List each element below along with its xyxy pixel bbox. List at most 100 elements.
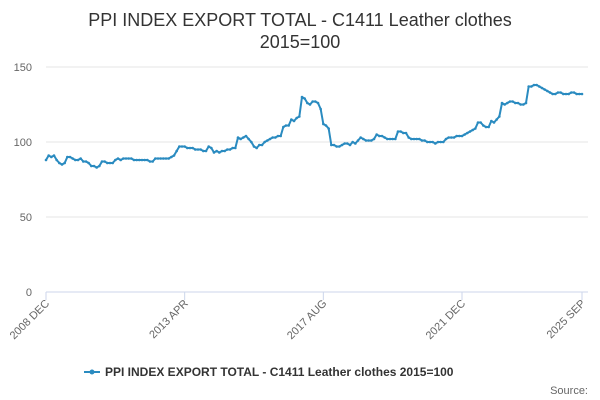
point bbox=[119, 158, 122, 162]
chart-subtitle: 2015=100 bbox=[260, 32, 341, 52]
point bbox=[44, 158, 48, 162]
point bbox=[495, 118, 498, 121]
point bbox=[554, 92, 557, 96]
point bbox=[303, 97, 306, 100]
point bbox=[575, 92, 578, 96]
y-tick-label: 50 bbox=[20, 212, 32, 224]
x-tick-label: 2025 SEP bbox=[545, 298, 589, 342]
point bbox=[351, 140, 354, 144]
point bbox=[218, 151, 221, 154]
point bbox=[167, 157, 170, 160]
point bbox=[263, 140, 266, 144]
point bbox=[140, 158, 144, 162]
source: Source: bbox=[550, 385, 588, 397]
point bbox=[231, 146, 234, 150]
point bbox=[271, 136, 274, 139]
point bbox=[282, 125, 285, 129]
point bbox=[580, 92, 584, 96]
point bbox=[172, 154, 176, 157]
point bbox=[252, 145, 256, 148]
point bbox=[116, 157, 120, 160]
point bbox=[194, 148, 197, 151]
point bbox=[170, 155, 173, 159]
point bbox=[228, 148, 232, 151]
point bbox=[359, 136, 362, 139]
point bbox=[476, 121, 480, 124]
point bbox=[327, 127, 330, 130]
legend-label: PPI INDEX EXPORT TOTAL - C1411 Leather c… bbox=[105, 365, 454, 379]
y-tick-label: 150 bbox=[14, 62, 32, 74]
point bbox=[348, 143, 352, 147]
point bbox=[412, 137, 416, 141]
point bbox=[500, 101, 504, 105]
point bbox=[364, 139, 368, 142]
point bbox=[484, 125, 488, 129]
point bbox=[84, 160, 88, 163]
point bbox=[354, 142, 357, 145]
point bbox=[234, 146, 237, 150]
point bbox=[188, 146, 192, 150]
point bbox=[463, 133, 466, 136]
point bbox=[244, 134, 248, 138]
point bbox=[146, 158, 149, 162]
point bbox=[250, 140, 253, 144]
point bbox=[532, 83, 536, 87]
point bbox=[50, 155, 53, 159]
point bbox=[156, 157, 160, 160]
point bbox=[514, 101, 517, 105]
point bbox=[530, 85, 533, 88]
point bbox=[383, 136, 386, 139]
point bbox=[564, 92, 568, 96]
point bbox=[452, 136, 456, 139]
point bbox=[559, 91, 562, 94]
point bbox=[394, 137, 397, 141]
point bbox=[418, 137, 421, 141]
point bbox=[87, 161, 90, 165]
point bbox=[55, 158, 58, 162]
point bbox=[103, 160, 106, 163]
point bbox=[74, 158, 77, 162]
point bbox=[567, 92, 570, 96]
point bbox=[58, 161, 61, 165]
point bbox=[375, 133, 378, 136]
point bbox=[260, 143, 264, 147]
point bbox=[316, 101, 320, 105]
point bbox=[439, 140, 442, 144]
point bbox=[543, 88, 546, 91]
point bbox=[276, 134, 280, 138]
x-tick-label: 2021 DEC bbox=[424, 298, 468, 342]
point bbox=[111, 161, 114, 165]
point bbox=[314, 100, 317, 103]
legend-marker bbox=[89, 369, 95, 375]
point bbox=[295, 116, 298, 120]
x-tick-label: 2017 AUG bbox=[285, 298, 329, 342]
point bbox=[226, 148, 229, 151]
point bbox=[340, 143, 344, 147]
point bbox=[204, 149, 208, 153]
point bbox=[183, 145, 186, 148]
point bbox=[346, 142, 349, 145]
point bbox=[242, 136, 245, 139]
point bbox=[442, 140, 445, 144]
point bbox=[114, 158, 117, 162]
point bbox=[319, 107, 322, 111]
point bbox=[388, 137, 392, 141]
point bbox=[428, 140, 432, 144]
point bbox=[538, 85, 541, 88]
point bbox=[487, 125, 490, 129]
point bbox=[220, 149, 224, 153]
point bbox=[300, 95, 304, 99]
point bbox=[540, 86, 544, 90]
point bbox=[191, 146, 194, 150]
point bbox=[47, 154, 50, 157]
point bbox=[391, 137, 394, 141]
point bbox=[135, 158, 138, 162]
point bbox=[279, 134, 282, 138]
point bbox=[386, 137, 389, 141]
point bbox=[524, 101, 528, 105]
point bbox=[546, 89, 549, 93]
point bbox=[175, 149, 178, 153]
series-line bbox=[45, 84, 582, 169]
point bbox=[551, 92, 554, 96]
point bbox=[127, 157, 130, 160]
